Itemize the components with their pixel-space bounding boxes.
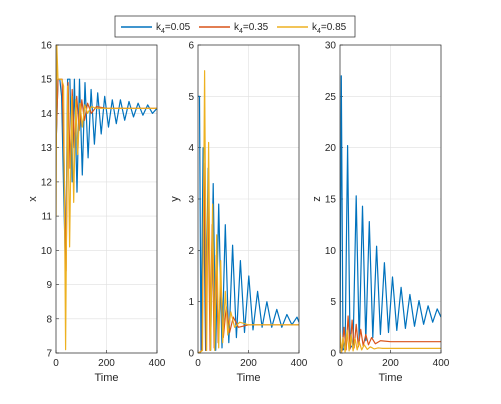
ytick-label-z-6: 30 — [325, 41, 337, 52]
legend-box — [114, 15, 356, 38]
subplot-y: 0 1 2 3 4 5 6 0 200 400 Time y — [169, 41, 308, 385]
legend: k4=0.05 k4=0.35 k4=0.85 — [114, 15, 356, 38]
series-line-z-1 — [340, 75, 441, 351]
ylabel-y: y — [169, 196, 181, 202]
ytick-label-x-9: 16 — [41, 41, 53, 52]
ytick-label-y-2: 2 — [188, 246, 194, 257]
legend-k-2: k — [234, 22, 240, 33]
svg-text:k4=0.35: k4=0.35 — [234, 22, 269, 35]
ytick-label-z-0: 0 — [330, 349, 336, 360]
ytick-label-x-2: 9 — [46, 280, 52, 291]
ytick-label-y-1: 1 — [188, 297, 194, 308]
ylabel-x: x — [27, 196, 39, 202]
legend-value-1: =0.05 — [165, 22, 191, 33]
svg-text:k4=0.85: k4=0.85 — [312, 22, 347, 35]
xtick-label-y-0: 0 — [195, 358, 201, 369]
xtick-label-y-1: 200 — [240, 358, 257, 369]
xtick-label-y-2: 400 — [291, 358, 308, 369]
legend-entry-1: k4=0.05 — [121, 22, 191, 35]
ytick-label-x-7: 14 — [41, 109, 53, 120]
ytick-label-x-6: 13 — [41, 143, 53, 154]
ytick-label-y-0: 0 — [188, 349, 194, 360]
legend-k-1: k — [156, 22, 162, 33]
legend-sub-2: 4 — [239, 28, 243, 35]
ylabel-z: z — [311, 196, 323, 202]
xtick-label-z-0: 0 — [337, 358, 343, 369]
ytick-label-y-6: 6 — [188, 41, 194, 52]
xlabel-x: Time — [94, 372, 118, 384]
ytick-label-x-5: 12 — [41, 177, 53, 188]
legend-entry-3: k4=0.85 — [277, 22, 347, 35]
xtick-label-x-2: 400 — [149, 358, 166, 369]
ytick-label-x-1: 8 — [46, 314, 52, 325]
axes-frame-x — [55, 44, 158, 354]
series-line-z-3 — [340, 329, 441, 353]
ytick-label-z-1: 5 — [330, 297, 336, 308]
ytick-label-z-2: 10 — [325, 246, 337, 257]
ytick-label-z-3: 15 — [325, 195, 337, 206]
ytick-label-x-3: 10 — [41, 246, 53, 257]
xlabel-z: Time — [378, 372, 402, 384]
xtick-label-x-1: 200 — [98, 358, 115, 369]
ytick-label-x-8: 15 — [41, 75, 53, 86]
ytick-label-x-4: 11 — [42, 212, 53, 223]
legend-k-3: k — [312, 22, 318, 33]
ytick-label-y-3: 3 — [188, 195, 194, 206]
series-line-y-3 — [198, 70, 299, 353]
subplot-z: 0 5 10 15 20 25 30 0 200 400 Time z — [311, 41, 450, 385]
ytick-label-y-5: 5 — [188, 92, 194, 103]
xtick-label-z-1: 200 — [382, 358, 399, 369]
axes-frame-y — [197, 44, 300, 354]
subplot-x: 7 8 9 10 11 12 13 14 15 16 0 200 400 Time x — [27, 41, 166, 385]
legend-value-3: =0.85 — [321, 22, 347, 33]
xlabel-y: Time — [236, 372, 260, 384]
series-line-x-3 — [56, 45, 157, 351]
axes-frame-z — [339, 44, 442, 354]
legend-sub-3: 4 — [317, 28, 321, 35]
legend-value-2: =0.35 — [243, 22, 269, 33]
legend-sub-1: 4 — [161, 28, 165, 35]
ytick-label-z-4: 20 — [325, 143, 337, 154]
svg-text:k4=0.05: k4=0.05 — [156, 22, 191, 35]
legend-entry-2: k4=0.35 — [199, 22, 269, 35]
xtick-label-z-2: 400 — [433, 358, 450, 369]
ytick-label-z-5: 25 — [325, 92, 337, 103]
xtick-label-x-0: 0 — [53, 358, 59, 369]
ytick-label-y-4: 4 — [188, 143, 194, 154]
ytick-label-x-0: 7 — [46, 349, 52, 360]
